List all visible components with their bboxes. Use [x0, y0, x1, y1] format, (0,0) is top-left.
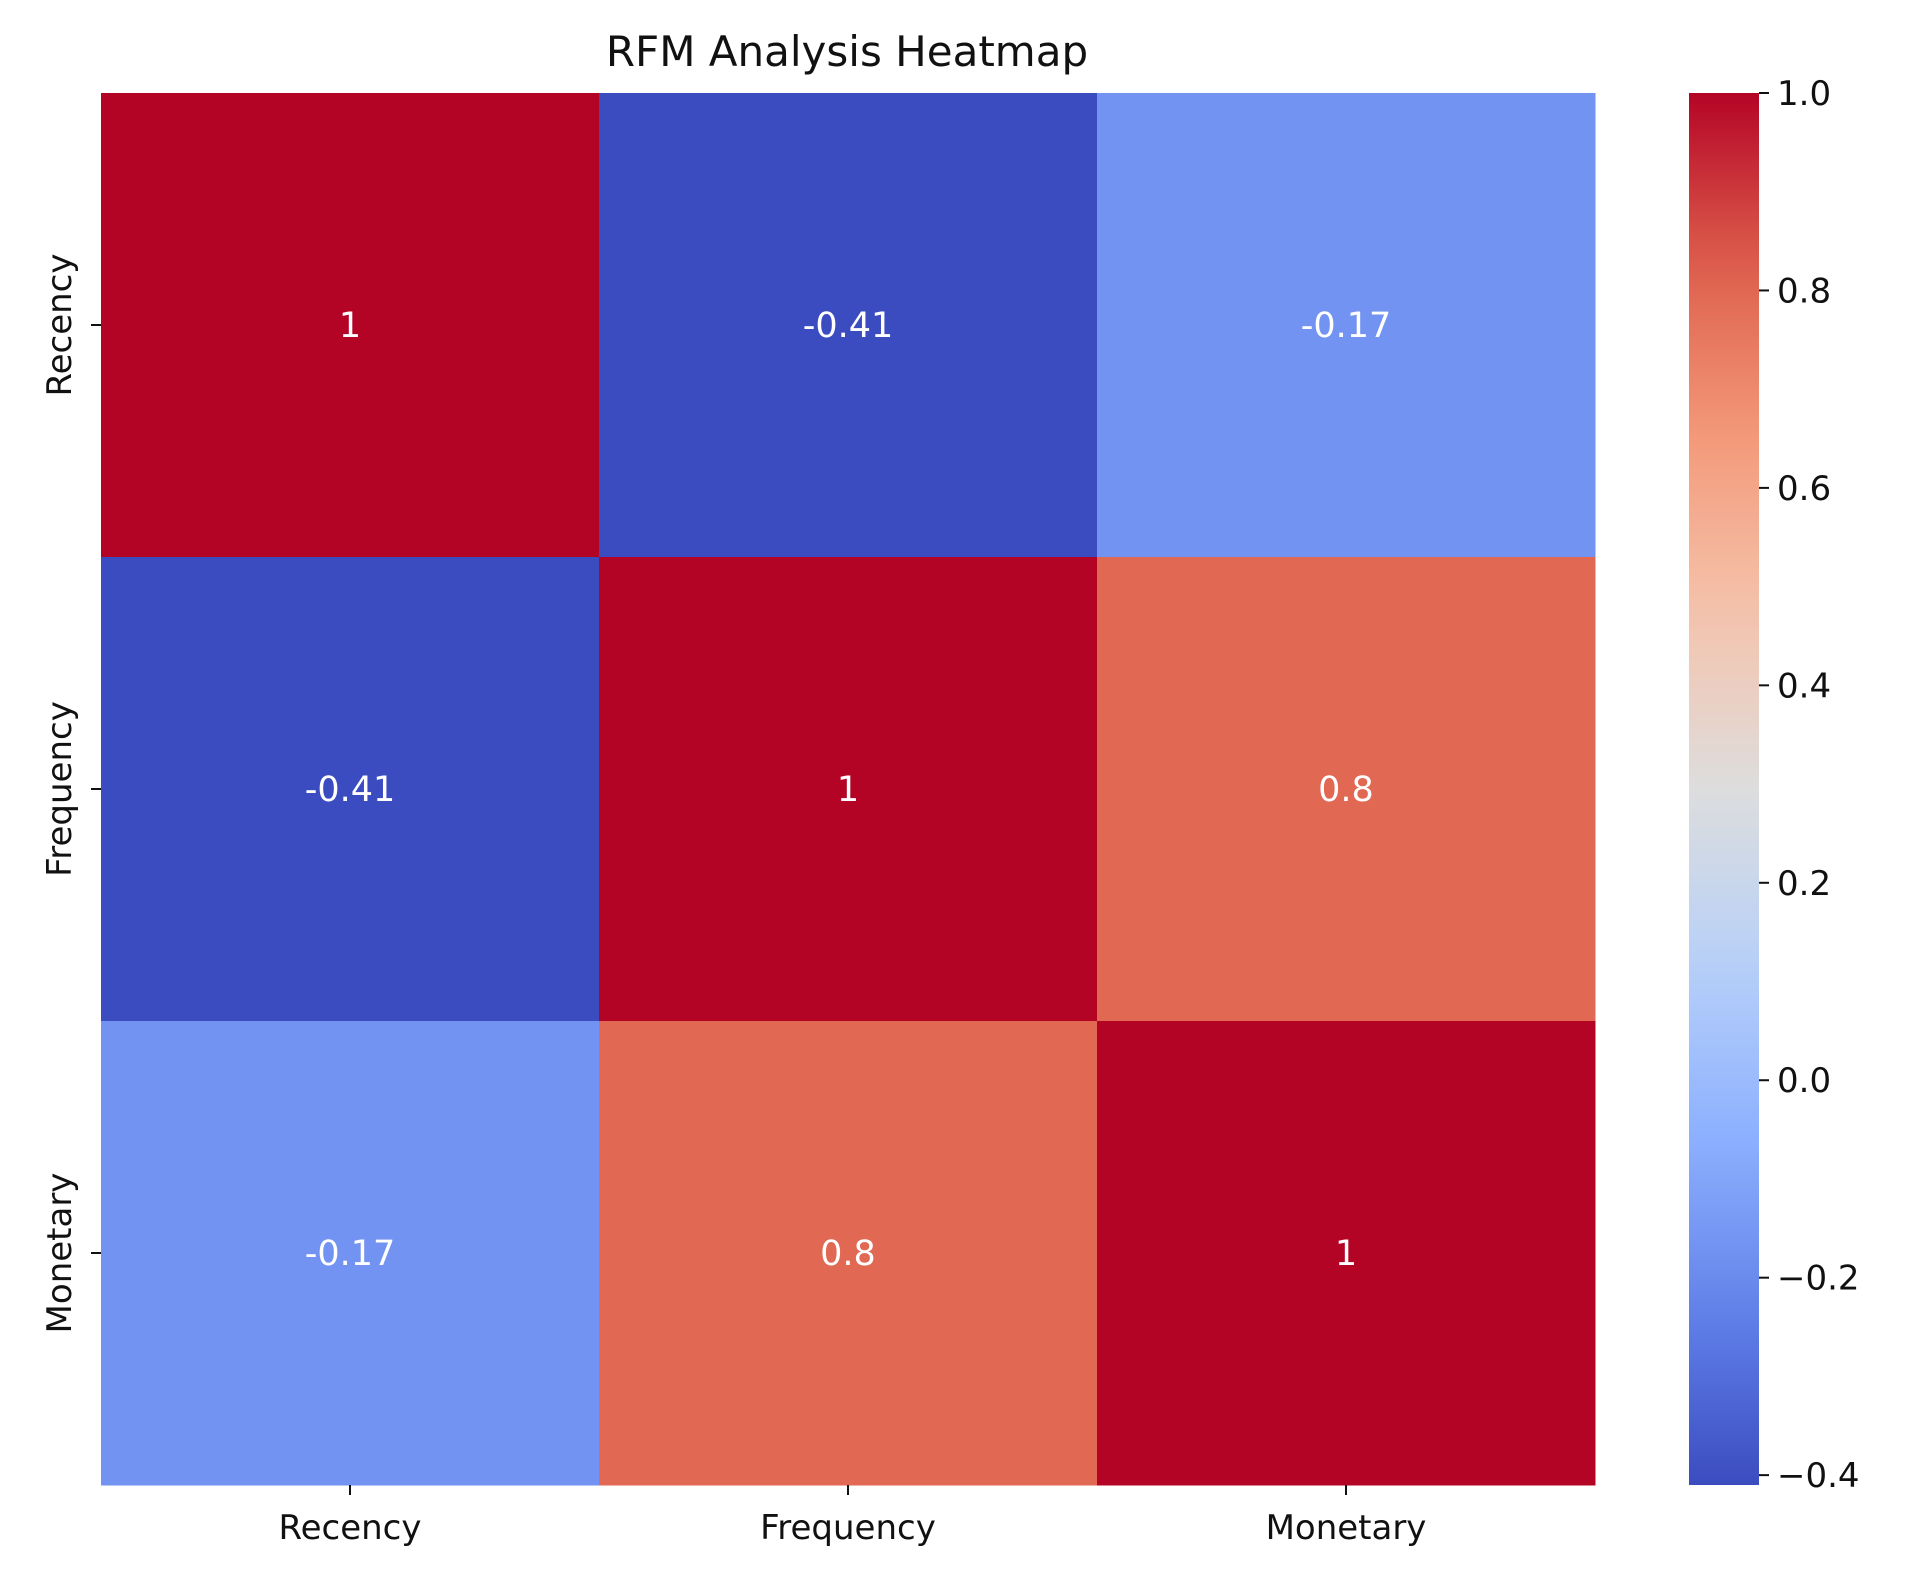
heatmap-cell [101, 93, 600, 558]
cell-value-label: 1 [339, 306, 361, 346]
cell-value-label: 0.8 [1318, 770, 1374, 810]
x-axis: Recency Frequency Monetary [279, 1485, 1427, 1548]
cell-value-label: -0.41 [305, 770, 396, 810]
colorbar-tick-label: 0.8 [1777, 271, 1831, 311]
y-tick-label: Monetary [40, 1173, 80, 1334]
colorbar-tick-label: 0.0 [1777, 1061, 1831, 1101]
heatmap-cells [101, 93, 1596, 1486]
cell-value-label: 1 [837, 770, 859, 810]
colorbar-tick-label: −0.4 [1777, 1456, 1860, 1496]
y-tick-label: Frequency [40, 701, 80, 877]
cell-value-label: -0.17 [1301, 306, 1392, 346]
cell-value-label: -0.41 [803, 306, 894, 346]
colorbar-ticks: 1.0 0.8 0.6 0.4 0.2 0.0 −0.2 −0.4 [1759, 74, 1860, 1496]
x-tick-label: Recency [279, 1508, 422, 1548]
cell-value-label: 0.8 [820, 1234, 876, 1274]
y-axis: Recency Frequency Monetary [40, 254, 101, 1334]
heatmap-cell [1097, 93, 1596, 558]
colorbar-tick-label: 0.2 [1777, 864, 1831, 904]
heatmap-cell [599, 1021, 1098, 1486]
heatmap-cell [1097, 557, 1596, 1022]
x-tick-label: Monetary [1266, 1508, 1427, 1548]
y-tick-label: Recency [40, 254, 80, 397]
cell-value-label: 1 [1335, 1234, 1357, 1274]
cell-value-label: -0.17 [305, 1234, 396, 1274]
chart-title: RFM Analysis Heatmap [606, 27, 1088, 76]
heatmap-cell [1097, 1021, 1596, 1486]
heatmap-cell [101, 1021, 600, 1486]
colorbar-tick-label: 1.0 [1777, 74, 1831, 114]
x-tick-label: Frequency [760, 1508, 936, 1548]
colorbar-tick-label: 0.4 [1777, 666, 1831, 706]
heatmap-cell [101, 557, 600, 1022]
heatmap-cell [599, 93, 1098, 558]
heatmap-cell [599, 557, 1098, 1022]
heatmap-cell-labels: 1 -0.41 -0.17 -0.41 1 0.8 -0.17 0.8 1 [305, 306, 1392, 1274]
colorbar-tick-label: −0.2 [1777, 1259, 1860, 1299]
colorbar-gradient [1689, 93, 1759, 1485]
colorbar-tick-label: 0.6 [1777, 469, 1831, 509]
colorbar: 1.0 0.8 0.6 0.4 0.2 0.0 −0.2 −0.4 [1689, 74, 1860, 1496]
